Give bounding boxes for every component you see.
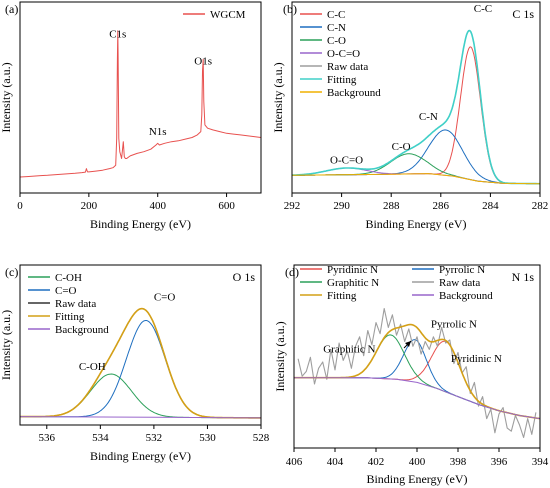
x-tick-label: 530: [199, 432, 216, 444]
x-tick-label: 290: [333, 200, 350, 212]
x-tick-label: 534: [92, 432, 109, 444]
peak-annotation: O1s: [194, 55, 212, 67]
legend: WGCM: [183, 9, 246, 21]
legend-label: C-O: [327, 35, 346, 47]
legend-label: Background: [55, 324, 109, 336]
legend-label: Fitting: [327, 290, 357, 302]
x-axis-label: Binding Energy (eV): [90, 449, 191, 463]
panel-b: 292 290 288 286 284 282 Binding Energy (eV) Int…: [271, 1, 549, 231]
x-tick-label: 532: [146, 432, 163, 444]
x-tick-label: 404: [327, 456, 344, 468]
x-axis-label: Binding Energy (eV): [366, 472, 467, 486]
x-axis-label: Binding Energy (eV): [90, 217, 191, 231]
panel-label: (c): [5, 265, 18, 279]
y-axis-label: Intensity (a.u.): [273, 321, 287, 391]
legend-label: Background: [327, 87, 381, 99]
panel-d: 406 404 402 400 398 396 394 Binding Energy (eV)…: [273, 264, 549, 486]
series-background: [292, 173, 540, 185]
legend-label: Background: [439, 290, 493, 302]
x-tick-label: 528: [253, 432, 270, 444]
peak-annotation: C-OH: [79, 361, 106, 373]
x-tick-label: 400: [409, 456, 426, 468]
panel-title: N 1s: [512, 270, 535, 284]
x-tick-label: 0: [17, 200, 23, 212]
plot-area: [20, 307, 261, 419]
legend-label: C-OH: [55, 272, 82, 284]
legend-label: Fitting: [55, 311, 85, 323]
peak-annotation: N1s: [149, 126, 167, 138]
legend-label: C=O: [55, 285, 77, 297]
peak-annotation: Graphitic N: [323, 344, 375, 356]
x-tick-label: 600: [218, 200, 235, 212]
legend-label: C-N: [327, 22, 346, 34]
peak-annotation: O-C=O: [330, 155, 363, 167]
legend-label: O-C=O: [327, 48, 360, 60]
y-axis-label: Intensity (a.u.): [0, 310, 13, 380]
series-background: [20, 416, 261, 419]
panel-title: O 1s: [233, 270, 256, 284]
series-raw-data: [297, 307, 537, 439]
panel-a: 0 200 400 600 Binding Energy (eV) Intensity (…: [0, 1, 262, 231]
series-wgcm: [20, 30, 261, 178]
series-fitting: [292, 29, 540, 185]
x-tick-label: 200: [81, 200, 98, 212]
plot-area: [292, 29, 540, 185]
x-tick-label: 286: [433, 200, 450, 212]
legend-label: Pyrrolic N: [439, 264, 485, 276]
peak-annotation: C-C: [474, 3, 492, 15]
panel-title: C 1s: [512, 7, 534, 21]
peak-annotation: C1s: [109, 28, 126, 40]
legend-label: Graphitic N: [327, 277, 379, 289]
arrow-head: [405, 341, 411, 347]
legend-label: Pyridinic N: [327, 264, 378, 276]
x-tick-label: 406: [286, 456, 303, 468]
panel-label: (a): [5, 2, 18, 16]
x-tick-label: 396: [491, 456, 508, 468]
peak-annotation: C-N: [419, 111, 438, 123]
x-axis-label: Binding Energy (eV): [365, 217, 466, 231]
x-tick-label: 394: [532, 456, 549, 468]
panel-label: (d): [285, 265, 299, 279]
x-tick-label: 284: [482, 200, 499, 212]
legend-label: Fitting: [327, 74, 357, 86]
x-tick-label: 292: [284, 200, 301, 212]
plot-area: [294, 307, 540, 439]
x-tick-label: 398: [450, 456, 467, 468]
legend-label: Raw data: [55, 298, 96, 310]
series-c-oh: [20, 373, 261, 419]
peak-annotation: Pyrrolic N: [431, 318, 477, 330]
peak-annotation: C-O: [392, 141, 411, 153]
legend: Pyridinic N Pyrrolic N Graphitic N Raw data…: [300, 264, 493, 302]
x-tick-label: 282: [532, 200, 549, 212]
x-tick-label: 402: [368, 456, 385, 468]
y-axis-label: Intensity (a.u.): [271, 62, 285, 132]
legend-label: Raw data: [439, 277, 480, 289]
legend-label: WGCM: [210, 9, 246, 21]
x-tick-label: 536: [39, 432, 56, 444]
panel-label: (b): [283, 2, 297, 16]
plot-area: [20, 30, 261, 178]
axes-frame: [19, 264, 262, 426]
panel-c: 536 534 532 530 528 Binding Energy (eV) Intens…: [0, 264, 270, 463]
legend-label: C-C: [327, 9, 345, 21]
x-tick-label: 400: [149, 200, 166, 212]
axes-frame: [291, 1, 541, 194]
series-background: [294, 377, 540, 420]
legend-label: Raw data: [327, 61, 368, 73]
peak-annotation: Pyridinic N: [451, 353, 502, 365]
x-tick-label: 288: [383, 200, 400, 212]
y-axis-label: Intensity (a.u.): [0, 62, 13, 132]
peak-annotation: C=O: [154, 291, 176, 303]
axes-frame: [19, 1, 262, 194]
